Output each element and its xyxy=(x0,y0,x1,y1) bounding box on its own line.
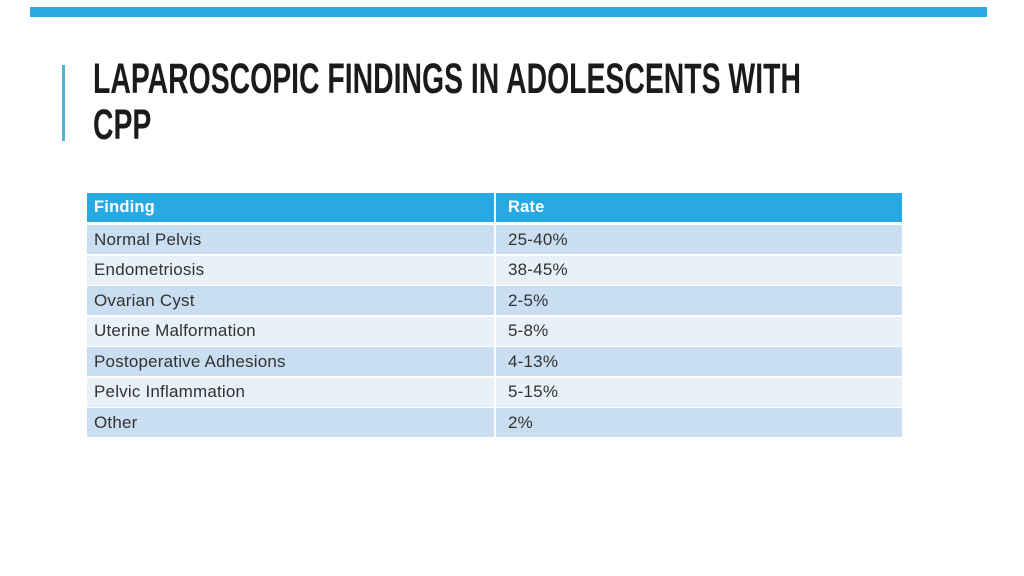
table-row: Pelvic Inflammation 5-15% xyxy=(87,377,902,407)
finding-cell: Other xyxy=(87,408,496,437)
table-row: Ovarian Cyst 2-5% xyxy=(87,286,902,315)
header-cell-finding: Finding xyxy=(87,193,496,222)
rate-cell: 38-45% xyxy=(508,260,568,279)
rate-cell: 25-40% xyxy=(508,229,568,249)
table-row: Uterine Malformation 5-8% xyxy=(87,316,902,346)
header-cell-rate: Rate xyxy=(508,198,545,216)
title-line-2: CPP xyxy=(93,101,152,149)
slide-title: LAPAROSCOPIC FINDINGS IN ADOLESCENTS WIT… xyxy=(93,56,801,148)
rate-cell: 5-15% xyxy=(508,382,559,401)
finding-cell: Endometriosis xyxy=(87,255,496,285)
finding-cell: Normal Pelvis xyxy=(87,225,496,254)
title-line-1: LAPAROSCOPIC FINDINGS IN ADOLESCENTS WIT… xyxy=(93,55,801,103)
finding-cell: Ovarian Cyst xyxy=(87,286,496,315)
table-header-row: Finding Rate xyxy=(87,193,902,222)
finding-cell: Postoperative Adhesions xyxy=(87,347,496,376)
findings-table: Finding Rate Normal Pelvis 25-40% Endome… xyxy=(87,193,902,439)
table-row: Normal Pelvis 25-40% xyxy=(87,225,902,254)
rate-cell: 2% xyxy=(508,412,533,432)
rate-cell: 5-8% xyxy=(508,321,549,340)
table-row: Postoperative Adhesions 4-13% xyxy=(87,347,902,376)
rate-cell: 2-5% xyxy=(508,290,549,310)
finding-cell: Pelvic Inflammation xyxy=(87,377,496,407)
finding-cell: Uterine Malformation xyxy=(87,316,496,346)
table-row: Other 2% xyxy=(87,408,902,437)
title-accent-line xyxy=(62,65,65,141)
rate-cell: 4-13% xyxy=(508,351,559,371)
table-row: Endometriosis 38-45% xyxy=(87,255,902,285)
top-accent-bar xyxy=(30,7,987,17)
